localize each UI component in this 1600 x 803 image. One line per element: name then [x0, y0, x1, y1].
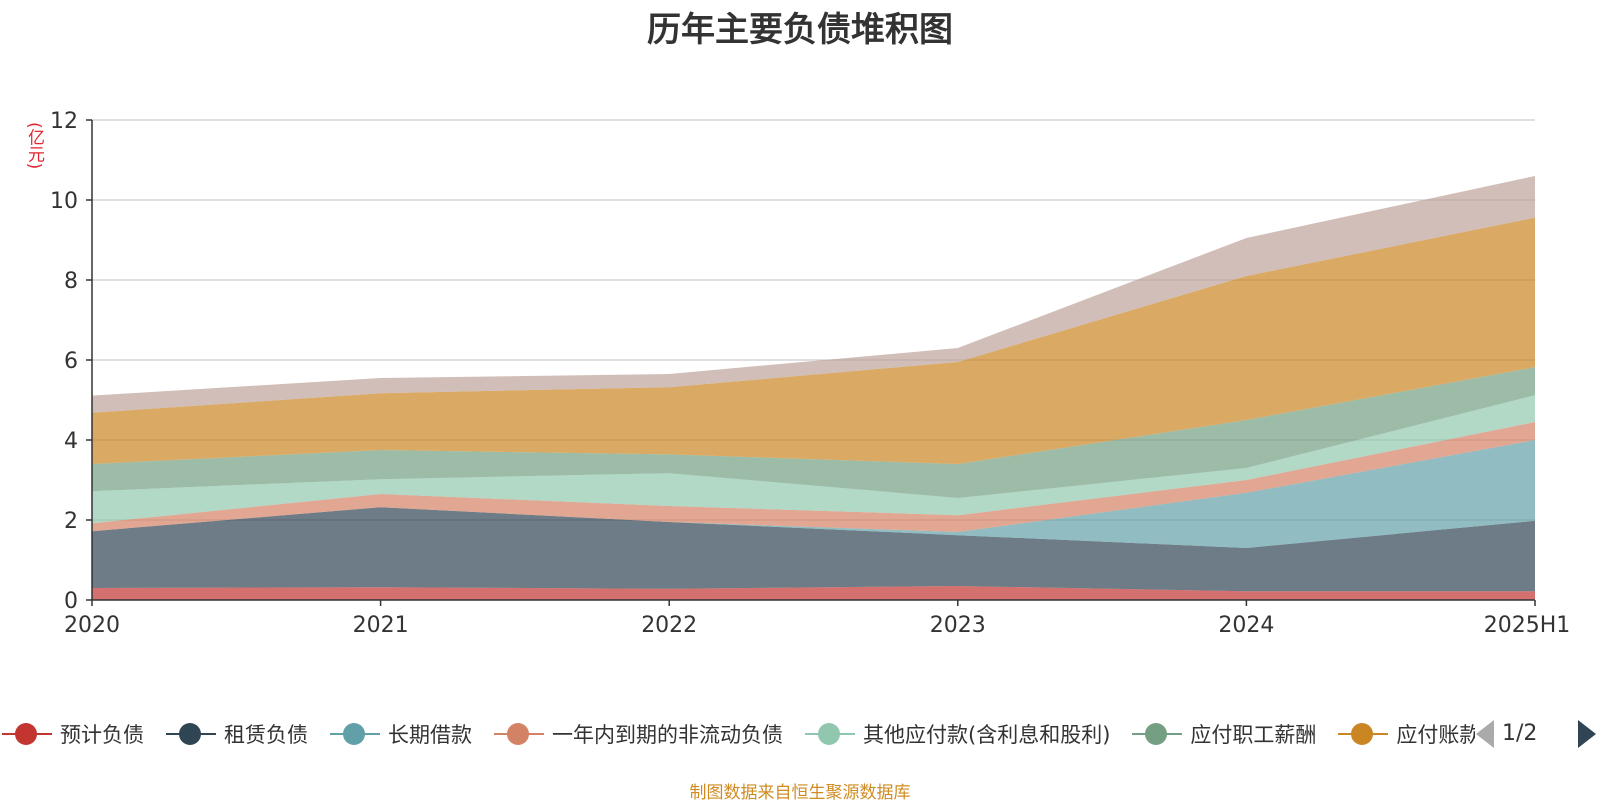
legend-marker-icon	[805, 722, 855, 746]
chart-legend: 预计负债 租赁负债 长期借款 一年内到期的非流动负债 其他应付款(含利息和股利) 应付职工…	[0, 716, 1475, 752]
x-axis-tick-label: 2024	[1218, 613, 1274, 638]
legend-marker-icon	[1338, 722, 1389, 746]
legend-pager: 1/2	[1476, 716, 1600, 752]
legend-label: 其他应付款(含利息和股利)	[863, 723, 1111, 747]
legend-item[interactable]: 应付账款	[1338, 716, 1475, 752]
legend-dot	[818, 723, 840, 745]
y-axis-tick-label: 12	[50, 109, 78, 134]
legend-item[interactable]: 其他应付款(含利息和股利)	[805, 716, 1110, 752]
x-axis-tick-label: 2023	[930, 613, 986, 638]
legend-dot	[1145, 723, 1168, 745]
y-axis-tick-label: 4	[64, 429, 78, 454]
legend-dot	[15, 723, 37, 745]
legend-prev-page-icon[interactable]	[1476, 720, 1494, 748]
area-series-1	[92, 507, 1535, 592]
legend-label: 应付职工薪酬	[1190, 723, 1317, 747]
y-axis-tick-label: 2	[64, 509, 78, 534]
y-axis-tick-label: 0	[64, 589, 78, 614]
legend-label: 长期借款	[388, 723, 472, 747]
legend-marker-icon	[494, 722, 544, 746]
chart-title: 历年主要负债堆积图	[647, 10, 953, 50]
x-axis-tick-label: 2021	[353, 613, 409, 638]
legend-page-indicator: 1/2	[1502, 721, 1538, 746]
x-axis-tick-label: 2025H1	[1484, 613, 1571, 638]
legend-item[interactable]: 长期借款	[330, 716, 472, 752]
legend-label: 一年内到期的非流动负债	[552, 723, 783, 747]
legend-marker-icon	[330, 722, 380, 746]
legend-label: 预计负债	[60, 723, 144, 747]
legend-item[interactable]: 一年内到期的非流动负债	[494, 716, 783, 752]
legend-next-page-icon[interactable]	[1578, 720, 1596, 748]
area-series-0	[92, 586, 1535, 600]
area-series-layer	[92, 176, 1535, 600]
data-source-note: 制图数据来自恒生聚源数据库	[689, 783, 911, 803]
legend-item[interactable]: 预计负债	[2, 716, 144, 752]
y-axis-tick-label: 10	[50, 189, 78, 214]
x-axis-tick-label: 2022	[641, 613, 697, 638]
legend-dot	[179, 723, 201, 745]
legend-marker-icon	[2, 722, 52, 746]
legend-dot	[1351, 723, 1374, 745]
legend-dot	[507, 723, 529, 745]
area-series-2	[92, 440, 1535, 548]
area-series-6	[92, 217, 1535, 464]
area-series-4	[92, 395, 1535, 524]
legend-marker-icon	[1132, 722, 1183, 746]
legend-item[interactable]: 租赁负债	[166, 716, 308, 752]
legend-label: 应付账款	[1396, 723, 1475, 747]
legend-marker-icon	[166, 722, 216, 746]
area-series-3	[92, 422, 1535, 532]
legend-item[interactable]: 应付职工薪酬	[1132, 716, 1316, 752]
axes: 0 2 4 6 8 10 12 2020 2021 2022 2023 2024 2025H1	[50, 109, 1570, 638]
y-axis-tick-label: 6	[64, 349, 78, 374]
area-series-5	[92, 367, 1535, 498]
x-axis-tick-label: 2020	[64, 613, 120, 638]
area-series-7	[92, 176, 1535, 413]
legend-dot	[343, 723, 365, 745]
y-axis-unit-label: (亿元)	[24, 122, 44, 170]
legend-label: 租赁负债	[224, 723, 308, 747]
y-axis-tick-label: 8	[64, 269, 78, 294]
